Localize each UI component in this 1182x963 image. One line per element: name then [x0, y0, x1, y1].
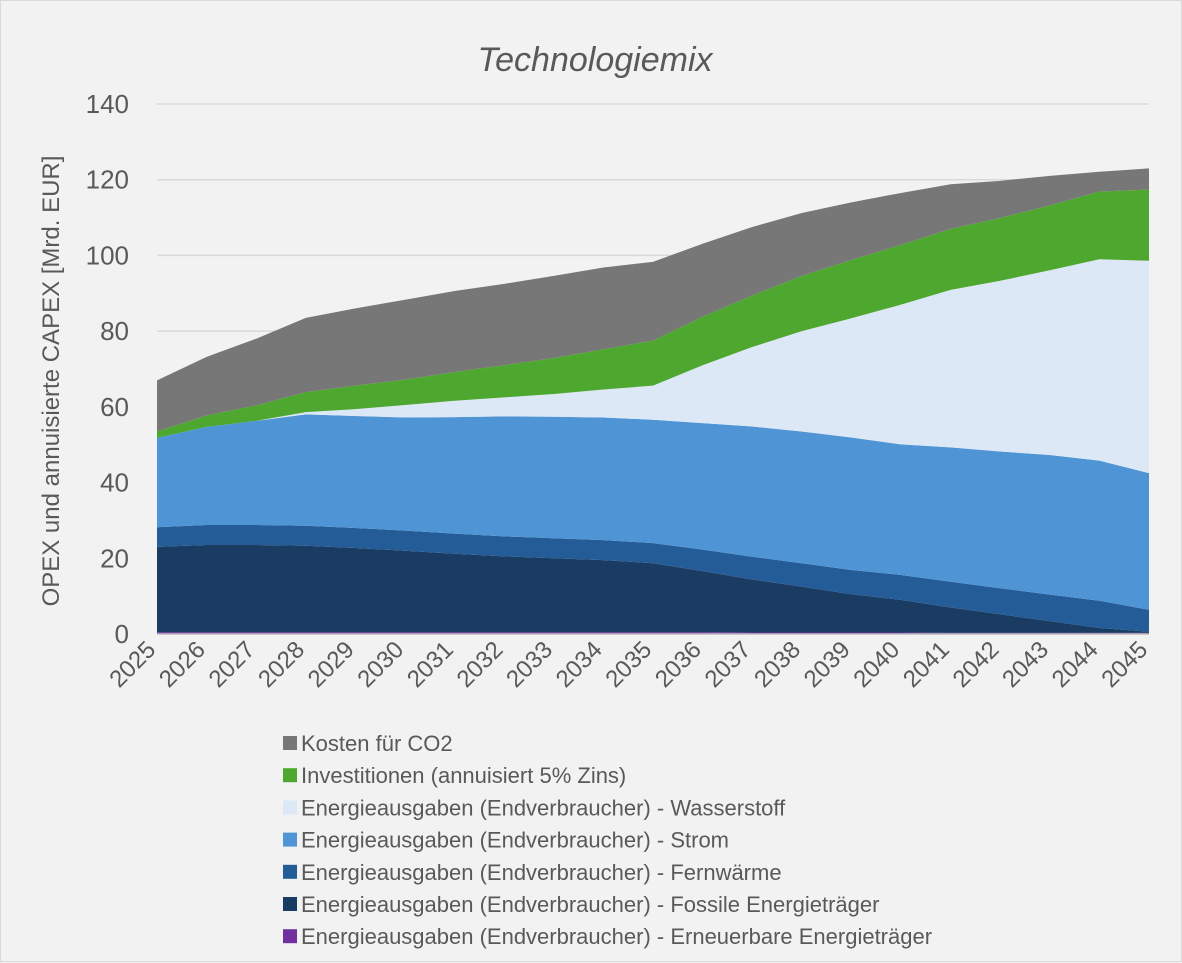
legend-label-4: Energieausgaben (Endverbraucher) - Wasse… [301, 795, 786, 820]
legend-label-0: Energieausgaben (Endverbraucher) - Erneu… [301, 924, 932, 949]
x-tick-label: 2036 [650, 636, 707, 693]
y-tick-label: 140 [86, 89, 129, 119]
x-tick-label: 2029 [303, 636, 360, 693]
x-tick-label: 2040 [848, 636, 905, 693]
x-tick-label: 2027 [204, 636, 261, 693]
area-series-3 [157, 414, 1149, 610]
x-tick-label: 2044 [1047, 636, 1104, 693]
x-tick-label: 2038 [749, 636, 806, 693]
area-series-1 [157, 545, 1149, 633]
x-tick-label: 2035 [600, 636, 657, 693]
area-series-6 [157, 168, 1149, 432]
legend-swatch-6 [283, 736, 297, 750]
y-axis-label: OPEX und annuisierte CAPEX [Mrd. EUR] [38, 156, 65, 607]
legend-swatch-0 [283, 929, 297, 944]
legend-swatch-1 [283, 897, 297, 911]
y-tick-label: 20 [100, 543, 129, 573]
area-series-2 [157, 524, 1149, 632]
x-tick-label: 2031 [402, 636, 459, 693]
x-tick-label: 2039 [799, 636, 856, 693]
y-tick-label: 0 [115, 619, 129, 649]
y-tick-label: 100 [86, 240, 129, 270]
x-tick-label: 2034 [551, 636, 608, 693]
legend-swatch-4 [283, 800, 297, 815]
x-tick-label: 2037 [700, 636, 757, 693]
legend-label-6: Kosten für CO2 [301, 731, 453, 756]
legend-swatch-5 [283, 768, 297, 783]
area-series-group [157, 168, 1149, 634]
y-tick-label: 40 [100, 468, 129, 498]
x-tick-label: 2042 [948, 636, 1005, 693]
x-tick-label: 2025 [104, 636, 161, 693]
legend-label-5: Investitionen (annuisiert 5% Zins) [301, 763, 626, 788]
x-tick-label: 2032 [452, 636, 509, 693]
legend-swatch-3 [283, 832, 297, 847]
area-series-5 [157, 189, 1149, 438]
area-series-4 [157, 259, 1149, 474]
legend-label-3: Energieausgaben (Endverbraucher) - Strom [301, 828, 729, 853]
x-tick-label: 2026 [154, 636, 211, 693]
x-tick-label: 2043 [997, 636, 1054, 693]
legend-label-1: Energieausgaben (Endverbraucher) - Fossi… [301, 892, 879, 917]
legend-swatch-2 [283, 864, 297, 879]
y-tick-label: 120 [86, 165, 129, 195]
chart-title: Technologiemix [478, 41, 714, 79]
y-tick-label: 80 [100, 316, 129, 346]
x-tick-label: 2028 [253, 636, 310, 693]
y-tick-label: 60 [100, 392, 129, 422]
legend: Kosten für CO2 Investitionen (annuisiert … [283, 731, 932, 949]
x-tick-label: 2033 [501, 636, 558, 693]
x-tick-label: 2041 [898, 636, 955, 693]
x-tick-label: 2030 [352, 636, 409, 693]
legend-label-2: Energieausgaben (Endverbraucher) - Fernw… [301, 860, 782, 885]
x-tick-label: 2045 [1096, 636, 1153, 693]
